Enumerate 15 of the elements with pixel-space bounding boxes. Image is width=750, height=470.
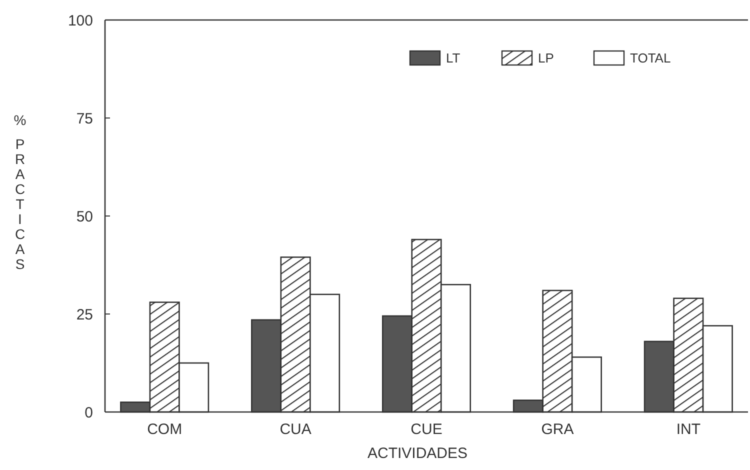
x-axis-title: ACTIVIDADES bbox=[367, 445, 468, 462]
x-tick-label: COM bbox=[147, 421, 182, 438]
legend-label: LT bbox=[446, 50, 460, 66]
y-tick-label: 25 bbox=[76, 306, 93, 324]
x-tick-label: INT bbox=[676, 421, 700, 438]
y-tick-label: 50 bbox=[76, 208, 93, 226]
text: % PRACTICAS bbox=[14, 112, 26, 272]
legend-label: LP bbox=[538, 50, 554, 66]
y-tick-label: 75 bbox=[76, 110, 93, 128]
x-tick-label: CUE bbox=[410, 421, 442, 438]
y-tick-label: 0 bbox=[84, 404, 93, 422]
x-tick-label: GRA bbox=[541, 421, 574, 438]
y-tick-label: 100 bbox=[68, 12, 93, 30]
x-tick-label: CUA bbox=[280, 421, 312, 438]
legend-label: TOTAL bbox=[630, 50, 671, 66]
